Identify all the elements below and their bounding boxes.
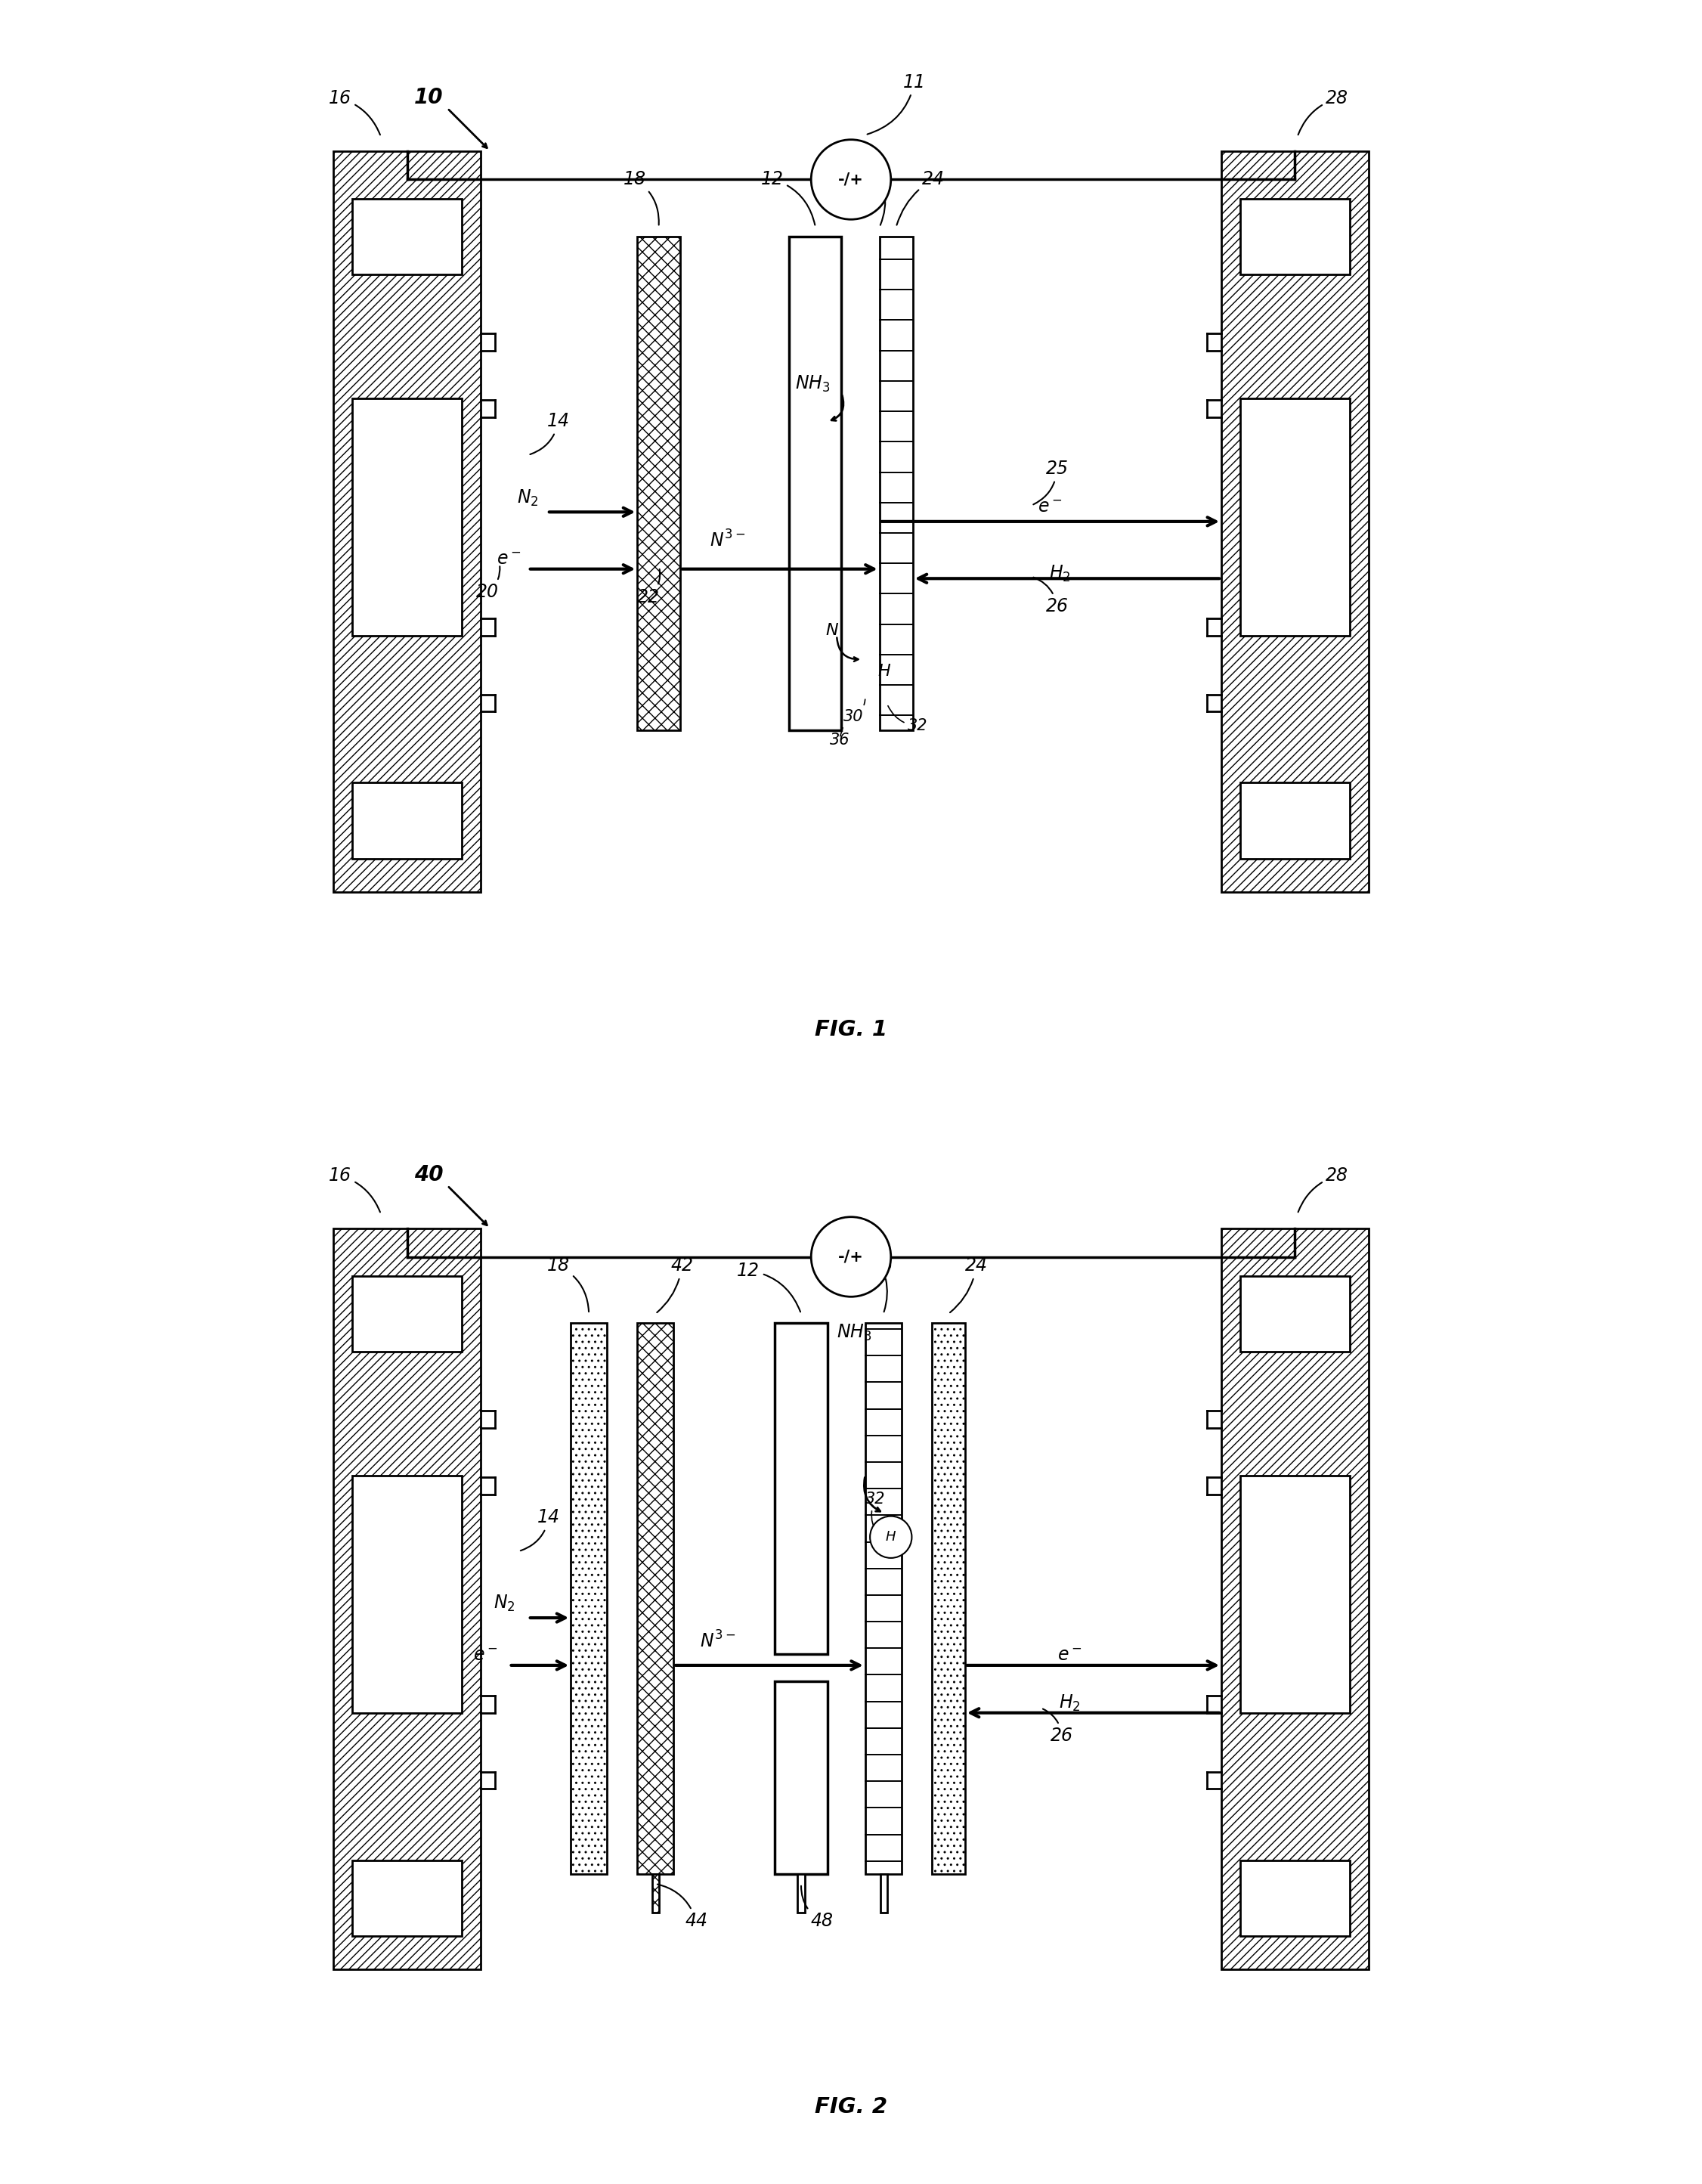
Bar bbox=[865, 1324, 902, 1874]
Text: FIG. 2: FIG. 2 bbox=[815, 2097, 887, 2118]
Text: 48: 48 bbox=[802, 1887, 834, 1931]
Text: $NH_3$: $NH_3$ bbox=[795, 373, 831, 393]
Bar bbox=[637, 236, 681, 729]
Text: 18: 18 bbox=[623, 170, 659, 225]
Bar bbox=[352, 1275, 461, 1352]
Text: 14: 14 bbox=[521, 1509, 560, 1551]
Text: -/+: -/+ bbox=[837, 1249, 865, 1265]
Text: $e^-$: $e^-$ bbox=[1057, 1647, 1082, 1664]
Text: $H$: $H$ bbox=[878, 664, 892, 679]
Bar bbox=[790, 236, 841, 729]
Text: 44: 44 bbox=[657, 1885, 708, 1931]
Bar bbox=[352, 1861, 461, 1935]
Text: $e^-$: $e^-$ bbox=[1038, 498, 1064, 515]
Text: 10: 10 bbox=[414, 87, 443, 107]
Bar bbox=[880, 236, 912, 729]
Text: 11: 11 bbox=[868, 72, 926, 133]
Text: 28: 28 bbox=[1299, 90, 1348, 135]
Text: 42: 42 bbox=[657, 1256, 693, 1313]
Text: 32: 32 bbox=[865, 1492, 885, 1535]
Text: 34: 34 bbox=[870, 170, 892, 225]
Bar bbox=[1241, 1861, 1350, 1935]
Circle shape bbox=[812, 140, 890, 218]
Bar bbox=[352, 782, 461, 858]
Text: 25: 25 bbox=[1033, 459, 1069, 505]
Bar bbox=[637, 1324, 674, 1874]
Bar bbox=[334, 1227, 480, 1970]
Text: 20: 20 bbox=[477, 566, 500, 601]
Text: 28: 28 bbox=[1299, 1166, 1348, 1212]
Text: 46: 46 bbox=[870, 1256, 892, 1313]
Circle shape bbox=[812, 1216, 890, 1297]
Bar bbox=[1241, 199, 1350, 275]
Text: $NH_3$: $NH_3$ bbox=[837, 1324, 871, 1343]
Bar bbox=[774, 1324, 827, 1653]
Text: 40: 40 bbox=[414, 1164, 443, 1186]
Text: 32: 32 bbox=[888, 705, 928, 734]
Text: -/+: -/+ bbox=[837, 173, 865, 188]
Text: FIG. 1: FIG. 1 bbox=[815, 1020, 887, 1040]
Bar bbox=[1222, 151, 1368, 891]
Bar bbox=[1241, 397, 1350, 636]
Text: $e^-$: $e^-$ bbox=[473, 1647, 497, 1664]
Text: $N^{3-}$: $N^{3-}$ bbox=[700, 1631, 735, 1651]
Text: 24: 24 bbox=[897, 170, 945, 225]
Text: 26: 26 bbox=[1033, 577, 1069, 616]
Text: $H_2$: $H_2$ bbox=[1048, 563, 1071, 583]
Text: $H_2$: $H_2$ bbox=[1059, 1693, 1081, 1712]
Text: $N_2$: $N_2$ bbox=[494, 1594, 516, 1614]
Bar bbox=[352, 397, 461, 636]
Bar bbox=[1222, 1227, 1368, 1970]
Text: $N_2$: $N_2$ bbox=[517, 487, 540, 507]
Text: 18: 18 bbox=[546, 1256, 589, 1313]
Bar bbox=[352, 199, 461, 275]
Text: $N$: $N$ bbox=[825, 622, 839, 638]
Bar bbox=[1241, 1275, 1350, 1352]
Text: 12: 12 bbox=[761, 170, 815, 225]
Bar bbox=[774, 1682, 827, 1874]
Bar bbox=[797, 1874, 805, 1913]
Text: $e^-$: $e^-$ bbox=[497, 550, 521, 568]
Text: 12: 12 bbox=[737, 1262, 800, 1313]
Bar bbox=[880, 1874, 887, 1913]
Bar bbox=[334, 151, 480, 891]
Text: 14: 14 bbox=[529, 413, 570, 454]
Text: $N^{3-}$: $N^{3-}$ bbox=[710, 531, 745, 550]
Circle shape bbox=[870, 1516, 912, 1557]
Text: 24: 24 bbox=[950, 1256, 987, 1313]
Text: 16: 16 bbox=[328, 90, 380, 135]
Text: 16: 16 bbox=[328, 1166, 380, 1212]
Text: $H$: $H$ bbox=[885, 1531, 897, 1544]
Text: 36: 36 bbox=[829, 732, 849, 747]
Text: 26: 26 bbox=[1043, 1708, 1074, 1745]
Bar bbox=[570, 1324, 608, 1874]
Bar bbox=[931, 1324, 965, 1874]
Text: 30: 30 bbox=[844, 699, 865, 725]
Bar bbox=[1241, 1476, 1350, 1712]
Bar bbox=[352, 1476, 461, 1712]
Text: 22: 22 bbox=[637, 570, 660, 605]
Bar bbox=[1241, 782, 1350, 858]
Bar bbox=[652, 1874, 659, 1913]
